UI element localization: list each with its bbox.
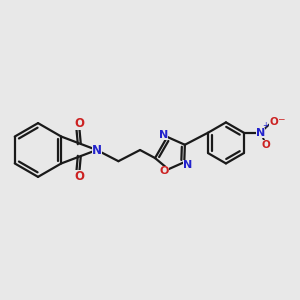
- Text: O: O: [159, 166, 169, 176]
- Text: N: N: [159, 130, 168, 140]
- Text: N: N: [92, 143, 102, 157]
- Text: −: −: [277, 114, 285, 123]
- Text: N: N: [183, 160, 193, 170]
- Text: O: O: [74, 117, 84, 130]
- Text: N: N: [256, 128, 265, 138]
- Text: O: O: [269, 117, 278, 127]
- Text: O: O: [262, 140, 271, 150]
- Text: +: +: [262, 121, 268, 130]
- Text: O: O: [74, 170, 84, 183]
